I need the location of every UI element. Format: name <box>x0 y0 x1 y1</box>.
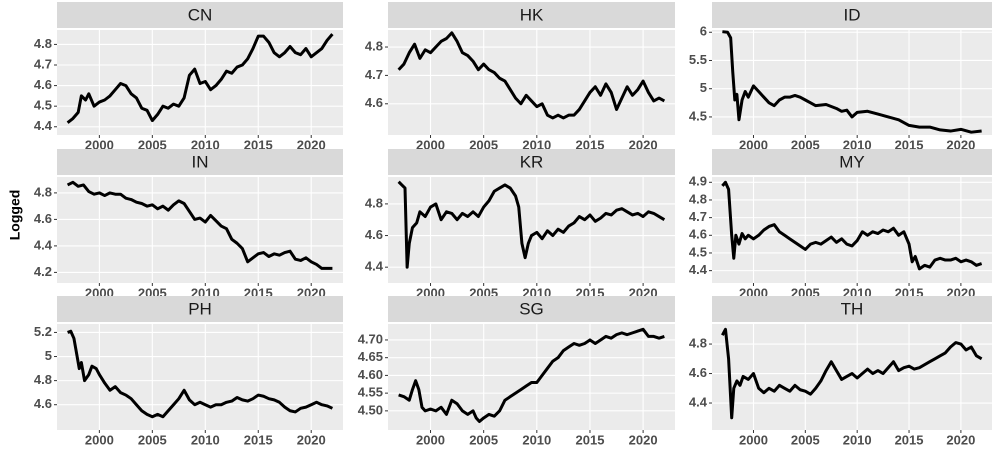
y-tick-label: 4.8 <box>365 38 383 53</box>
y-tick-label: 4.4 <box>34 118 53 133</box>
panel-background <box>388 177 675 283</box>
data-line <box>67 329 334 419</box>
y-tick-label: 4.4 <box>689 394 708 409</box>
x-tick-label: 2000 <box>739 137 768 152</box>
data-line <box>398 327 665 423</box>
x-tick-label: 2005 <box>138 137 167 152</box>
x-tick-label: 2010 <box>843 137 872 152</box>
x-tick-label: 2015 <box>895 432 924 447</box>
x-tick-label: 2020 <box>629 137 658 152</box>
strip-background <box>57 296 343 322</box>
strip-background <box>57 149 343 175</box>
data-line <box>66 33 334 124</box>
y-tick-label: 4.4 <box>689 262 708 277</box>
y-tick-label: 4.6 <box>34 396 52 411</box>
y-tick-label: 4.9 <box>689 174 707 189</box>
x-tick-label: 2020 <box>629 432 658 447</box>
y-tick-label: 5.2 <box>34 324 52 339</box>
y-tick-label: 4.8 <box>365 195 383 210</box>
y-tick-label: 6 <box>700 24 707 39</box>
strip-background <box>388 2 675 28</box>
panel-title: ID <box>844 5 861 24</box>
y-tick-label: 4.6 <box>365 95 383 110</box>
strip-background <box>57 2 343 28</box>
y-tick-label: 4.55 <box>358 385 383 400</box>
y-tick-label: 4.4 <box>365 259 384 274</box>
x-tick-label: 2010 <box>843 432 872 447</box>
y-tick-label: 5 <box>45 348 52 363</box>
y-tick-label: 4.50 <box>358 402 383 417</box>
y-tick-label: 4.8 <box>689 191 707 206</box>
y-tick-label: 4.7 <box>365 67 383 82</box>
panel-background <box>712 324 992 430</box>
x-tick-label: 2015 <box>576 137 605 152</box>
x-tick-label: 2020 <box>946 137 975 152</box>
y-tick-label: 4.6 <box>34 77 52 92</box>
panel-title: KR <box>520 152 544 171</box>
panel-background <box>712 177 992 283</box>
x-tick-label: 2010 <box>522 432 551 447</box>
y-tick-label: 4.8 <box>34 372 52 387</box>
x-tick-label: 2000 <box>739 432 768 447</box>
x-tick-label: 2005 <box>469 137 498 152</box>
y-tick-label: 4.65 <box>358 349 383 364</box>
y-tick-label: 4.5 <box>689 108 707 123</box>
x-tick-label: 2010 <box>191 137 220 152</box>
y-axis-label: Logged <box>7 190 23 241</box>
y-tick-label: 4.8 <box>34 184 52 199</box>
data-line <box>721 180 983 271</box>
strip-background <box>388 149 675 175</box>
y-tick-label: 4.5 <box>34 98 52 113</box>
x-tick-label: 2010 <box>191 432 220 447</box>
x-tick-label: 2015 <box>244 432 273 447</box>
x-tick-label: 2015 <box>576 432 605 447</box>
data-line <box>721 327 983 420</box>
strip-background <box>388 296 675 322</box>
data-line <box>397 180 666 269</box>
panel-title: SG <box>519 299 544 318</box>
y-tick-label: 4.70 <box>358 331 383 346</box>
x-tick-label: 2020 <box>297 432 326 447</box>
y-tick-label: 4.8 <box>34 36 52 51</box>
panel-title: HK <box>520 5 544 24</box>
y-tick-label: 4.6 <box>689 365 707 380</box>
data-line <box>722 30 982 134</box>
data-line <box>397 31 666 120</box>
x-tick-label: 2005 <box>138 432 167 447</box>
strip-background <box>712 296 992 322</box>
x-tick-label: 2000 <box>85 137 114 152</box>
y-tick-label: 4.7 <box>689 209 707 224</box>
x-tick-label: 2005 <box>469 432 498 447</box>
x-tick-label: 2005 <box>791 432 820 447</box>
x-tick-label: 2000 <box>85 432 114 447</box>
y-tick-label: 4.7 <box>34 56 52 71</box>
strip-background <box>712 2 992 28</box>
strip-background <box>712 149 992 175</box>
panel-title: PH <box>188 299 212 318</box>
x-tick-label: 2010 <box>522 137 551 152</box>
y-tick-label: 4.8 <box>689 335 707 350</box>
y-tick-label: 4.6 <box>365 227 383 242</box>
panel-title: MY <box>839 152 865 171</box>
y-tick-label: 4.60 <box>358 367 383 382</box>
panel-title: CN <box>188 5 213 24</box>
data-line <box>66 180 333 270</box>
x-tick-label: 2020 <box>946 432 975 447</box>
y-tick-label: 4.4 <box>34 237 53 252</box>
y-tick-label: 5 <box>700 80 707 95</box>
x-tick-label: 2000 <box>416 432 445 447</box>
y-tick-label: 4.2 <box>34 264 52 279</box>
panel-title: IN <box>192 152 209 171</box>
x-tick-label: 2000 <box>416 137 445 152</box>
y-tick-label: 4.6 <box>34 211 52 226</box>
y-tick-label: 5.5 <box>689 52 707 67</box>
x-tick-label: 2005 <box>791 137 820 152</box>
y-tick-label: 4.6 <box>689 227 707 242</box>
panel-title: TH <box>841 299 864 318</box>
x-tick-label: 2015 <box>244 137 273 152</box>
y-tick-label: 4.5 <box>689 244 707 259</box>
x-tick-label: 2015 <box>895 137 924 152</box>
x-tick-label: 2020 <box>297 137 326 152</box>
